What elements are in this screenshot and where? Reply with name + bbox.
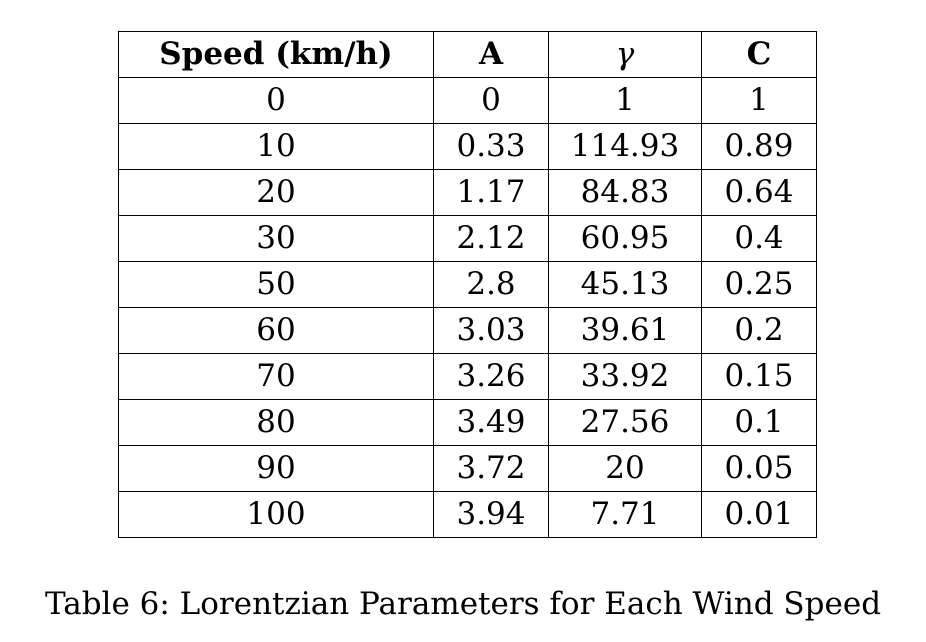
cell-speed: 10 bbox=[118, 123, 434, 170]
cell-speed: 90 bbox=[118, 445, 434, 492]
table-row: 10 0.33 114.93 0.89 bbox=[118, 123, 817, 170]
table-row: 0 0 1 1 bbox=[118, 77, 817, 124]
cell-a: 0.33 bbox=[433, 123, 549, 170]
cell-speed: 70 bbox=[118, 353, 434, 400]
cell-c: 0.64 bbox=[701, 169, 817, 216]
cell-a: 0 bbox=[433, 77, 549, 124]
table-row: 90 3.72 20 0.05 bbox=[118, 445, 817, 492]
table-row: 60 3.03 39.61 0.2 bbox=[118, 307, 817, 354]
table-row: 80 3.49 27.56 0.1 bbox=[118, 399, 817, 446]
cell-gamma: 33.92 bbox=[548, 353, 702, 400]
table-row: 30 2.12 60.95 0.4 bbox=[118, 215, 817, 262]
cell-speed: 0 bbox=[118, 77, 434, 124]
cell-gamma: 114.93 bbox=[548, 123, 702, 170]
header-row: Speed (km/h) A γ C bbox=[118, 31, 817, 78]
table-header: Speed (km/h) A γ C bbox=[118, 31, 817, 78]
cell-c: 0.05 bbox=[701, 445, 817, 492]
cell-c: 0.4 bbox=[701, 215, 817, 262]
table-row: 100 3.94 7.71 0.01 bbox=[118, 491, 817, 538]
cell-a: 3.72 bbox=[433, 445, 549, 492]
cell-gamma: 60.95 bbox=[548, 215, 702, 262]
cell-gamma: 1 bbox=[548, 77, 702, 124]
cell-speed: 80 bbox=[118, 399, 434, 446]
table-row: 70 3.26 33.92 0.15 bbox=[118, 353, 817, 400]
header-c: C bbox=[701, 31, 817, 78]
table-caption: Table 6: Lorentzian Parameters for Each … bbox=[44, 586, 882, 622]
cell-c: 0.1 bbox=[701, 399, 817, 446]
cell-c: 0.25 bbox=[701, 261, 817, 308]
cell-c: 0.01 bbox=[701, 491, 817, 538]
cell-speed: 60 bbox=[118, 307, 434, 354]
cell-gamma: 20 bbox=[548, 445, 702, 492]
cell-speed: 100 bbox=[118, 491, 434, 538]
cell-gamma: 84.83 bbox=[548, 169, 702, 216]
cell-gamma: 39.61 bbox=[548, 307, 702, 354]
cell-c: 1 bbox=[701, 77, 817, 124]
table-row: 50 2.8 45.13 0.25 bbox=[118, 261, 817, 308]
cell-gamma: 7.71 bbox=[548, 491, 702, 538]
cell-gamma: 45.13 bbox=[548, 261, 702, 308]
cell-gamma: 27.56 bbox=[548, 399, 702, 446]
cell-a: 3.49 bbox=[433, 399, 549, 446]
cell-c: 0.15 bbox=[701, 353, 817, 400]
header-speed: Speed (km/h) bbox=[118, 31, 434, 78]
cell-a: 1.17 bbox=[433, 169, 549, 216]
table-body: 0 0 1 1 10 0.33 114.93 0.89 20 1.17 84.8… bbox=[118, 77, 817, 538]
cell-a: 3.26 bbox=[433, 353, 549, 400]
cell-a: 2.12 bbox=[433, 215, 549, 262]
cell-c: 0.89 bbox=[701, 123, 817, 170]
table-container: Speed (km/h) A γ C 0 0 1 1 10 0.33 114.9… bbox=[118, 31, 817, 538]
table-row: 20 1.17 84.83 0.64 bbox=[118, 169, 817, 216]
cell-c: 0.2 bbox=[701, 307, 817, 354]
header-a: A bbox=[433, 31, 549, 78]
cell-speed: 30 bbox=[118, 215, 434, 262]
cell-a: 3.03 bbox=[433, 307, 549, 354]
header-gamma: γ bbox=[548, 31, 702, 78]
lorentzian-parameters-table: Speed (km/h) A γ C 0 0 1 1 10 0.33 114.9… bbox=[118, 31, 817, 538]
cell-a: 2.8 bbox=[433, 261, 549, 308]
cell-speed: 20 bbox=[118, 169, 434, 216]
cell-speed: 50 bbox=[118, 261, 434, 308]
cell-a: 3.94 bbox=[433, 491, 549, 538]
